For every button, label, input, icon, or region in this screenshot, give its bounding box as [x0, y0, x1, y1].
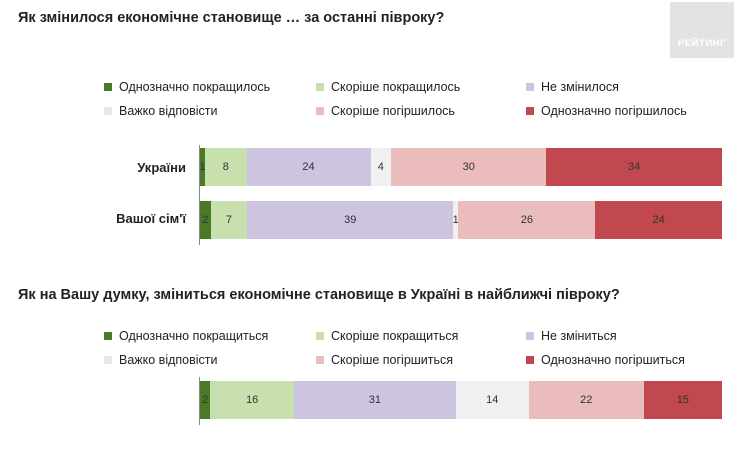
legend-swatch — [104, 356, 112, 364]
legend-item: Однозначно покращилось — [104, 80, 270, 94]
bar-segment: 24 — [595, 201, 722, 239]
chart-1-title: Як змінилося економічне становище … за о… — [18, 10, 445, 26]
data-label: 2 — [202, 394, 209, 406]
legend-item: Скоріше погіршиться — [316, 353, 453, 367]
legend-swatch — [316, 332, 324, 340]
legend-swatch — [316, 107, 324, 115]
data-label: 34 — [627, 161, 641, 173]
chart-2-title: Як на Вашу думку, зміниться економічне с… — [18, 287, 620, 303]
legend-swatch — [526, 107, 534, 115]
bar-segment: 14 — [455, 381, 529, 419]
bar-segment: 1 — [199, 148, 206, 186]
bar-segment: 8 — [205, 148, 247, 186]
legend-label: Однозначно покращиться — [119, 329, 269, 343]
data-label: 24 — [302, 161, 315, 173]
bar-segment: 15 — [643, 381, 722, 419]
data-label: 8 — [222, 161, 229, 173]
chart-1-category-label: України — [137, 160, 186, 175]
legend-item: Скоріше покращиться — [316, 329, 458, 343]
legend-swatch — [316, 83, 324, 91]
bar-segment: 2 — [200, 201, 211, 239]
data-label: 1 — [199, 161, 206, 173]
legend-label: Скоріше покращиться — [331, 329, 459, 343]
bar-segment: 4 — [370, 148, 392, 186]
data-label: 4 — [377, 161, 384, 173]
legend-label: Скоріше погіршиться — [331, 353, 454, 367]
legend-label: Скоріше покращилось — [331, 80, 461, 94]
legend-swatch — [526, 356, 534, 364]
data-label: 22 — [580, 394, 593, 406]
legend-label: Однозначно покращилось — [119, 80, 271, 94]
bar-segment: 30 — [391, 148, 547, 186]
chart-1-axis — [199, 145, 200, 245]
bar-segment: 16 — [210, 381, 294, 419]
legend-swatch — [526, 83, 534, 91]
legend-item: Скоріше покращилось — [316, 80, 460, 94]
data-label: 1 — [452, 214, 459, 226]
legend-item: Однозначно погіршиться — [526, 353, 685, 367]
data-label: 24 — [652, 214, 665, 226]
chart-2-legend: Однозначно покращиться Скоріше покращитьс… — [104, 329, 704, 369]
chart-1-legend: Однозначно покращилось Скоріше покращилос… — [104, 80, 704, 120]
data-label: 16 — [246, 394, 259, 406]
data-label: 26 — [520, 214, 533, 226]
legend-item: Важко відповісти — [104, 353, 218, 367]
bar-segment: 7 — [210, 201, 248, 239]
legend-label: Не зміниться — [541, 329, 617, 343]
legend-item: Не зміниться — [526, 329, 617, 343]
bar-segment: 31 — [293, 381, 456, 419]
legend-swatch — [104, 83, 112, 91]
data-label: 31 — [368, 394, 381, 406]
chart-1-bar-row: 1 8 24 4 30 34 — [200, 148, 722, 186]
data-label: 15 — [676, 394, 689, 406]
legend-swatch — [526, 332, 534, 340]
legend-item: Важко відповісти — [104, 104, 218, 118]
legend-swatch — [104, 107, 112, 115]
chart-1-category-label: Вашої сім'ї — [116, 211, 186, 226]
bar-segment: 24 — [246, 148, 371, 186]
data-label: 2 — [202, 214, 209, 226]
rating-logo: РЕЙТИНГ — [670, 2, 734, 58]
bar-segment: 26 — [458, 201, 596, 239]
legend-item: Не змінилося — [526, 80, 619, 94]
bar-segment: 2 — [200, 381, 211, 419]
data-label: 7 — [225, 214, 233, 226]
legend-swatch — [316, 356, 324, 364]
chart-2-axis — [199, 377, 200, 425]
bar-segment: 22 — [528, 381, 644, 419]
legend-label: Однозначно погіршилось — [541, 104, 687, 118]
bar-segment: 34 — [546, 148, 722, 186]
bar-segment: 39 — [247, 201, 454, 239]
legend-item: Скоріше погіршилось — [316, 104, 455, 118]
legend-item: Однозначно покращиться — [104, 329, 268, 343]
bar-segment: 1 — [452, 201, 459, 239]
legend-swatch — [104, 332, 112, 340]
legend-label: Важко відповісти — [119, 353, 218, 367]
data-label: 30 — [462, 161, 475, 173]
data-label: 14 — [486, 394, 499, 406]
data-label: 39 — [344, 214, 357, 226]
legend-label: Однозначно погіршиться — [541, 353, 685, 367]
legend-label: Важко відповісти — [119, 104, 218, 118]
chart-1-bar-row: 2 7 39 1 26 24 — [200, 201, 722, 239]
legend-label: Не змінилося — [541, 80, 619, 94]
chart-2-bar-row: 2 16 31 14 22 15 — [200, 381, 722, 419]
legend-item: Однозначно погіршилось — [526, 104, 687, 118]
legend-label: Скоріше погіршилось — [331, 104, 455, 118]
